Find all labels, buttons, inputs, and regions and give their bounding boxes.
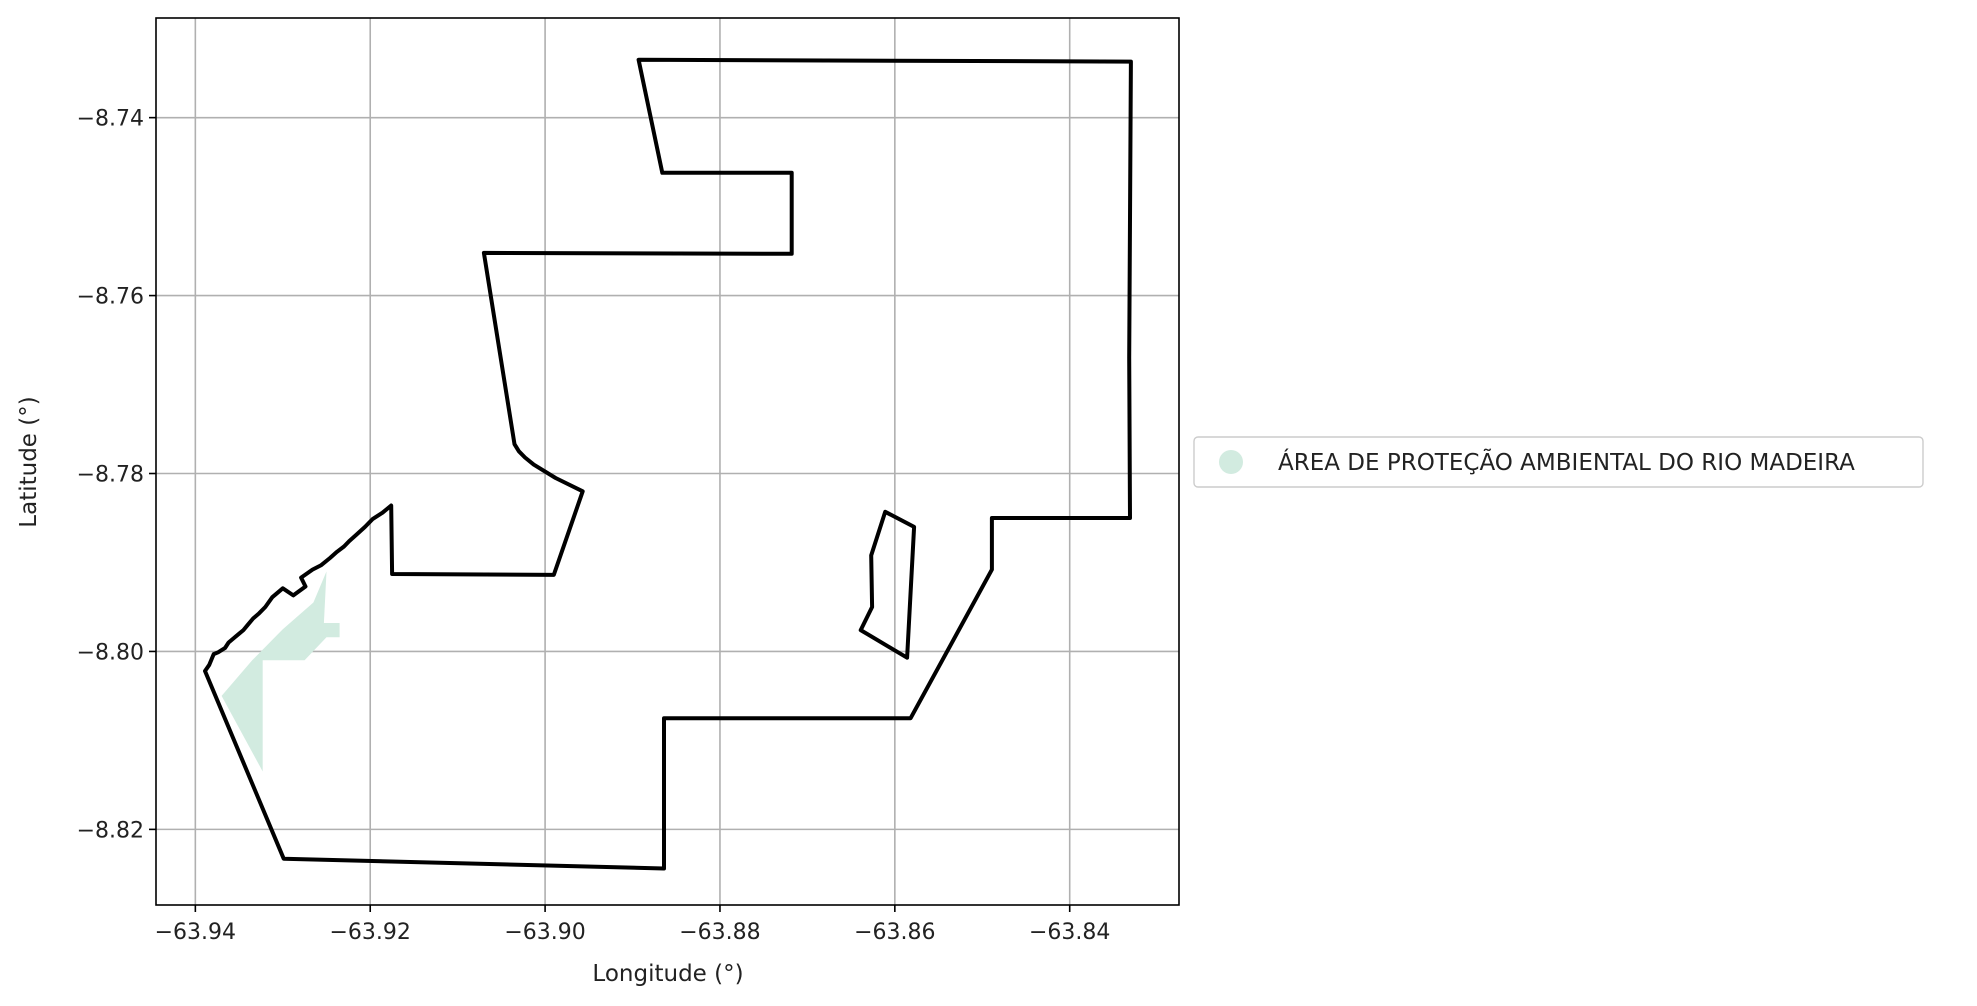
x-tick-label: −63.94	[155, 920, 236, 945]
y-axis-ticks: −8.74 −8.76 −8.78 −8.80 −8.82	[77, 107, 156, 843]
filled-areas	[221, 571, 340, 772]
legend-frame	[1193, 436, 1924, 488]
grid-lines	[156, 18, 1179, 905]
legend: ÁREA DE PROTEÇÃO AMBIENTAL DO RIO MADEIR…	[1193, 436, 1924, 488]
y-tick-label: −8.78	[77, 463, 144, 488]
y-tick-label: −8.76	[77, 285, 144, 310]
x-tick-label: −63.84	[1029, 920, 1110, 945]
plot-background	[156, 18, 1179, 905]
legend-label: ÁREA DE PROTEÇÃO AMBIENTAL DO RIO MADEIR…	[1278, 448, 1855, 476]
x-axis-ticks: −63.94 −63.92 −63.90 −63.88 −63.86 −63.84	[155, 905, 1110, 945]
plot-area	[155, 17, 1180, 906]
boundary-outline	[203, 57, 1133, 871]
boundary-outlines	[203, 57, 1133, 871]
protected-area-fill	[221, 571, 340, 772]
x-tick-label: −63.90	[504, 920, 585, 945]
legend-swatch-circle	[1219, 450, 1243, 474]
x-axis-title: Longitude (°)	[592, 961, 743, 987]
y-tick-label: −8.80	[77, 640, 144, 665]
y-tick-label: −8.82	[77, 818, 144, 843]
x-tick-label: −63.92	[330, 920, 411, 945]
x-tick-label: −63.88	[679, 920, 760, 945]
x-tick-label: −63.86	[854, 920, 935, 945]
y-tick-label: −8.74	[77, 107, 144, 132]
plot-frame	[155, 17, 1180, 906]
y-axis-title: Latitude (°)	[16, 396, 42, 527]
